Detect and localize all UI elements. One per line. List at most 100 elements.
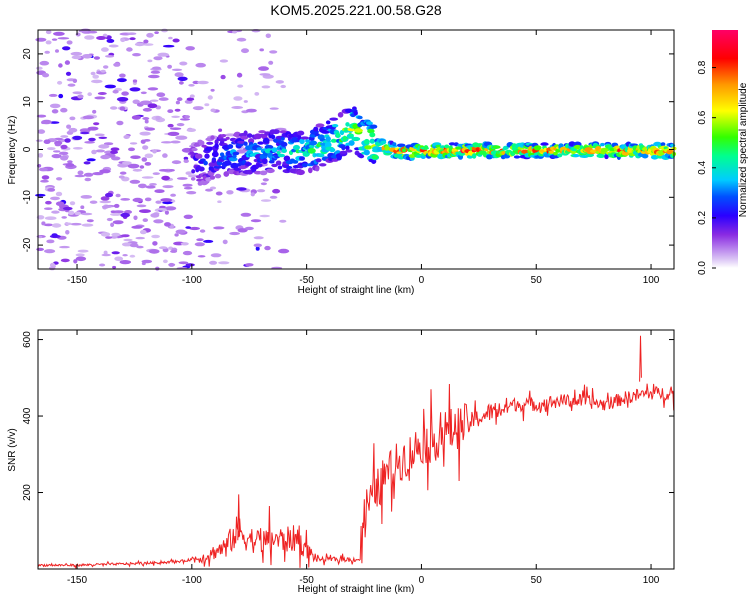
spectrogram-cell (160, 198, 173, 202)
spectrogram-cell (188, 84, 195, 87)
spectrogram-cell (81, 212, 93, 216)
spectrogram-cell (275, 160, 282, 166)
spectrogram-cell (278, 248, 290, 254)
spectrogram-cell (213, 226, 225, 230)
spectrogram-cell (140, 139, 146, 144)
spectrogram-cell (47, 147, 56, 151)
spectrogram-cell (557, 153, 563, 158)
spectrogram-cell (39, 60, 50, 66)
spectrogram-cell (154, 189, 165, 194)
spectrogram-x-tick-label: -150 (67, 275, 87, 286)
spectrogram-cell (80, 195, 93, 199)
spectrogram-cell (353, 110, 358, 116)
spectrogram-cell (185, 46, 195, 51)
spectrogram-cell (152, 66, 161, 70)
spectrogram-cell (176, 97, 183, 102)
spectrogram-cell (86, 219, 94, 223)
spectrogram-cell (241, 48, 249, 54)
spectrogram-cell (416, 154, 423, 158)
spectrogram-cell (77, 249, 89, 253)
spectrogram-cell (227, 144, 234, 149)
spectrogram-cell (168, 169, 175, 172)
spectrogram-cell (129, 37, 136, 41)
spectrogram-cell (139, 209, 151, 214)
spectrogram-cell (36, 215, 45, 220)
spectrogram-cell (176, 177, 188, 180)
spectrogram-cell (104, 84, 117, 89)
spectrogram-cell (138, 183, 147, 189)
spectrogram-cell (74, 211, 82, 216)
spectrogram-y-tick-label: 0 (22, 146, 33, 152)
spectrogram-cell (262, 178, 269, 182)
spectrogram-cell (88, 137, 96, 142)
spectrogram-cell (660, 142, 666, 147)
spectrogram-cell (256, 147, 262, 151)
spectrogram-cell (236, 149, 246, 154)
snr-y-tick-label: 200 (22, 484, 33, 501)
spectrogram-cell (99, 169, 111, 174)
spectrogram-cell (142, 218, 148, 223)
spectrogram-cell (225, 136, 230, 140)
spectrogram-cell (158, 97, 169, 101)
spectrogram-cell (99, 200, 112, 204)
snr-series-line (37, 335, 675, 570)
spectrogram-cell (254, 92, 260, 96)
spectrogram-cell (80, 205, 85, 209)
spectrogram-cell (210, 253, 222, 258)
spectrogram-cell (315, 166, 320, 172)
spectrogram-cell (492, 145, 501, 149)
spectrogram-cell (233, 96, 243, 101)
spectrogram-cell (329, 117, 339, 121)
spectrogram-cell (244, 162, 252, 166)
spectrogram-cell (600, 147, 610, 152)
spectrogram-cell (351, 136, 361, 142)
spectrogram-cell (147, 74, 160, 79)
spectrogram-cell (666, 149, 674, 155)
spectrogram-cell (44, 50, 50, 54)
spectrogram-cell (151, 234, 161, 239)
spectrogram-cell (63, 206, 73, 211)
spectrogram-cell (84, 35, 95, 40)
spectrogram-cell (41, 175, 50, 180)
spectrogram-cell (130, 155, 141, 159)
spectrogram-cell (604, 154, 609, 160)
spectrogram-cell (122, 254, 128, 257)
spectrogram-cell (64, 138, 71, 143)
spectrogram-cell (179, 81, 184, 85)
spectrogram-cell (89, 200, 98, 204)
spectrogram-cell (101, 47, 109, 52)
spectrogram-cell (198, 166, 205, 172)
spectrogram-cell (220, 134, 227, 138)
spectrogram-cell (215, 191, 223, 196)
spectrogram-cell (503, 145, 509, 150)
spectrogram-y-tick-label: 20 (22, 48, 33, 60)
spectrogram-cell (53, 150, 61, 153)
spectrogram-cell (195, 62, 206, 68)
spectrogram-cell (297, 134, 302, 141)
spectrogram-cell (129, 142, 138, 145)
spectrogram-cell (129, 254, 136, 258)
spectrogram-cell (223, 160, 232, 166)
spectrogram-cell (335, 132, 341, 139)
spectrogram-cell (232, 151, 240, 156)
spectrogram-cell (67, 83, 76, 87)
spectrogram-cell (132, 79, 138, 83)
spectrogram-cell (243, 100, 248, 103)
snr-x-label: Height of straight line (km) (298, 584, 415, 595)
snr-x-ticks: -150 -100 -50 0 50 100 (67, 330, 660, 586)
spectrogram-cell (423, 145, 429, 151)
spectrogram-cell (100, 232, 111, 237)
spectrogram-cell (344, 127, 349, 132)
spectrogram-cell (232, 30, 238, 34)
spectrogram-cell (315, 158, 322, 163)
spectrogram-cell (158, 246, 168, 250)
spectrogram-cell (108, 44, 119, 48)
spectrogram-cell (114, 256, 124, 262)
spectrogram-x-tick-label: 100 (643, 275, 660, 286)
spectrogram-cell (153, 56, 163, 61)
spectrogram-cell (277, 165, 283, 170)
spectrogram-cell (264, 145, 274, 150)
spectrogram-cell (210, 88, 215, 92)
spectrogram-cell (237, 84, 244, 88)
spectrogram-cell (111, 232, 121, 237)
